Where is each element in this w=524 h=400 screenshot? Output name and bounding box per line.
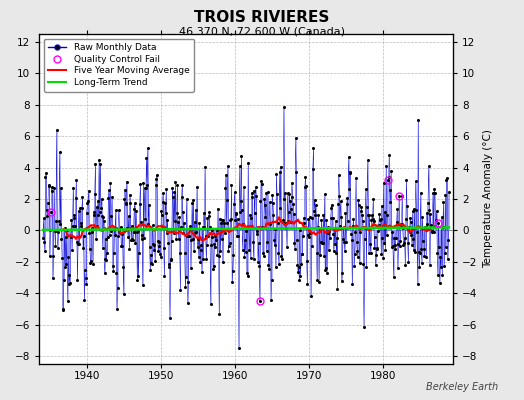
Text: 46.370 N, 72.600 W (Canada): 46.370 N, 72.600 W (Canada) <box>179 26 345 36</box>
Text: Berkeley Earth: Berkeley Earth <box>425 382 498 392</box>
Y-axis label: Temperature Anomaly (°C): Temperature Anomaly (°C) <box>483 130 493 268</box>
Legend: Raw Monthly Data, Quality Control Fail, Five Year Moving Average, Long-Term Tren: Raw Monthly Data, Quality Control Fail, … <box>44 38 194 92</box>
Text: TROIS RIVIERES: TROIS RIVIERES <box>194 10 330 25</box>
